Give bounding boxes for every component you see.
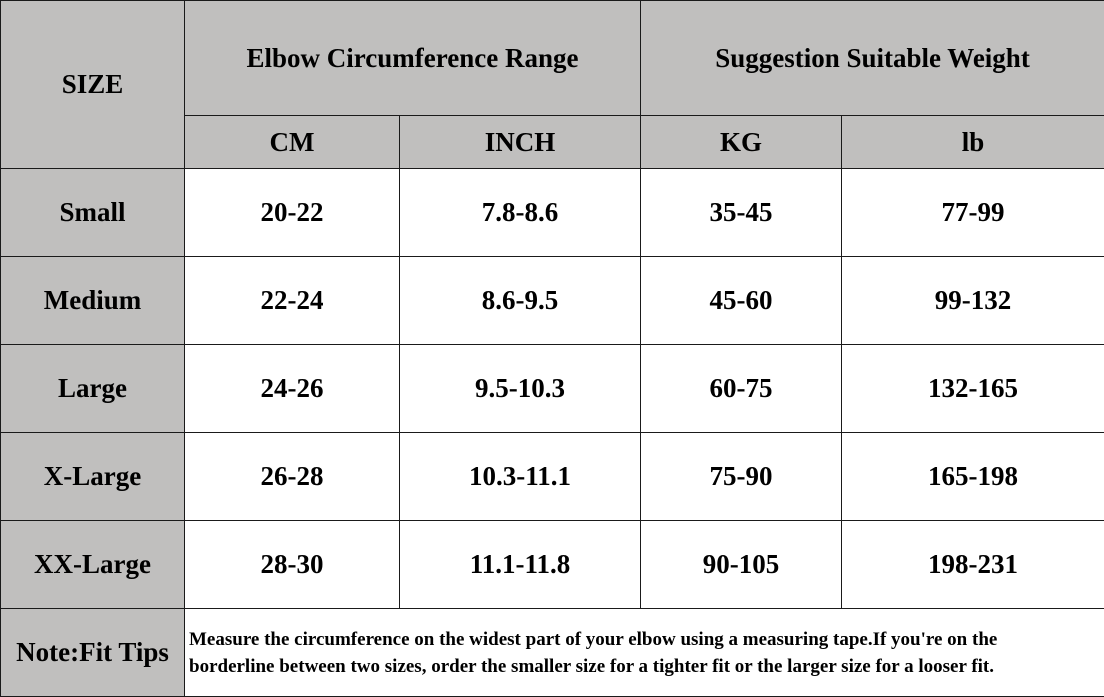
note-row: Note:Fit Tips Measure the circumference … [1, 609, 1104, 697]
lb-value: 77-99 [842, 169, 1104, 257]
cm-value: 20-22 [185, 169, 400, 257]
lb-value: 165-198 [842, 433, 1104, 521]
table-row: Small 20-22 7.8-8.6 35-45 77-99 [1, 169, 1104, 257]
lb-value: 99-132 [842, 257, 1104, 345]
table-row: Medium 22-24 8.6-9.5 45-60 99-132 [1, 257, 1104, 345]
size-label: Medium [1, 257, 185, 345]
size-label: X-Large [1, 433, 185, 521]
size-header: SIZE [1, 1, 185, 169]
unit-header-cm: CM [185, 116, 400, 169]
elbow-circumference-header: Elbow Circumference Range [185, 1, 641, 116]
suitable-weight-header: Suggestion Suitable Weight [641, 1, 1104, 116]
kg-value: 75-90 [641, 433, 842, 521]
cm-value: 26-28 [185, 433, 400, 521]
size-label: Small [1, 169, 185, 257]
inch-value: 8.6-9.5 [400, 257, 641, 345]
inch-value: 9.5-10.3 [400, 345, 641, 433]
note-line-1: Measure the circumference on the widest … [189, 626, 1104, 653]
size-label: XX-Large [1, 521, 185, 609]
lb-value: 198-231 [842, 521, 1104, 609]
kg-value: 90-105 [641, 521, 842, 609]
note-label: Note:Fit Tips [1, 609, 185, 697]
size-label: Large [1, 345, 185, 433]
table-row: X-Large 26-28 10.3-11.1 75-90 165-198 [1, 433, 1104, 521]
cm-value: 24-26 [185, 345, 400, 433]
table-row: XX-Large 28-30 11.1-11.8 90-105 198-231 [1, 521, 1104, 609]
cm-value: 22-24 [185, 257, 400, 345]
kg-value: 35-45 [641, 169, 842, 257]
kg-value: 60-75 [641, 345, 842, 433]
inch-value: 11.1-11.8 [400, 521, 641, 609]
note-text: Measure the circumference on the widest … [185, 609, 1104, 697]
inch-value: 10.3-11.1 [400, 433, 641, 521]
unit-header-lb: lb [842, 116, 1104, 169]
unit-header-kg: KG [641, 116, 842, 169]
table-row: Large 24-26 9.5-10.3 60-75 132-165 [1, 345, 1104, 433]
kg-value: 45-60 [641, 257, 842, 345]
inch-value: 7.8-8.6 [400, 169, 641, 257]
note-line-2: borderline between two sizes, order the … [189, 653, 1104, 680]
cm-value: 28-30 [185, 521, 400, 609]
unit-header-inch: INCH [400, 116, 641, 169]
lb-value: 132-165 [842, 345, 1104, 433]
